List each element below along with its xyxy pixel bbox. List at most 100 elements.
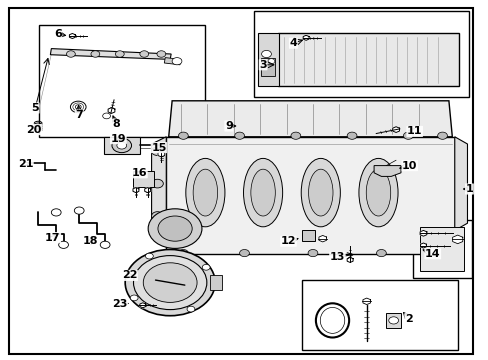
- Text: 2: 2: [404, 314, 412, 324]
- Circle shape: [239, 249, 249, 257]
- Circle shape: [115, 51, 124, 57]
- Polygon shape: [362, 298, 370, 305]
- Bar: [386, 313, 400, 328]
- Circle shape: [178, 132, 188, 139]
- Circle shape: [91, 51, 100, 57]
- Ellipse shape: [301, 158, 340, 227]
- Bar: [39, 25, 205, 137]
- Polygon shape: [69, 33, 75, 39]
- Circle shape: [157, 51, 165, 57]
- Bar: [261, 58, 274, 76]
- Text: 14: 14: [424, 249, 440, 259]
- Circle shape: [151, 179, 163, 188]
- Text: 4: 4: [289, 38, 297, 48]
- Circle shape: [148, 209, 202, 248]
- Text: 3: 3: [259, 60, 266, 70]
- Polygon shape: [420, 243, 426, 248]
- Ellipse shape: [243, 158, 282, 227]
- Circle shape: [151, 147, 163, 156]
- Circle shape: [59, 241, 68, 248]
- Text: 9: 9: [224, 121, 232, 131]
- Polygon shape: [452, 235, 462, 244]
- Text: 17: 17: [45, 233, 61, 243]
- Polygon shape: [168, 101, 451, 137]
- Bar: [133, 171, 153, 187]
- Polygon shape: [144, 188, 150, 193]
- Polygon shape: [158, 151, 164, 157]
- Text: 7: 7: [75, 110, 83, 120]
- Circle shape: [140, 51, 148, 57]
- Circle shape: [145, 253, 153, 259]
- Ellipse shape: [185, 158, 224, 227]
- Circle shape: [202, 264, 210, 270]
- Circle shape: [74, 207, 84, 214]
- Bar: [277, 33, 458, 86]
- Bar: [412, 220, 471, 278]
- Polygon shape: [166, 137, 454, 254]
- Text: 23: 23: [112, 299, 127, 309]
- Polygon shape: [346, 257, 352, 262]
- Circle shape: [437, 249, 447, 257]
- Ellipse shape: [308, 169, 332, 216]
- Text: 22: 22: [122, 270, 137, 280]
- Circle shape: [125, 249, 215, 316]
- Ellipse shape: [193, 169, 217, 216]
- Circle shape: [307, 249, 317, 257]
- Polygon shape: [50, 49, 171, 59]
- Circle shape: [143, 263, 197, 302]
- Polygon shape: [419, 230, 426, 236]
- Text: 8: 8: [112, 119, 120, 129]
- Ellipse shape: [366, 169, 390, 216]
- Polygon shape: [373, 166, 400, 176]
- Polygon shape: [392, 127, 399, 132]
- Circle shape: [130, 295, 138, 301]
- Polygon shape: [140, 303, 145, 308]
- Circle shape: [112, 138, 131, 153]
- Circle shape: [100, 241, 110, 248]
- Polygon shape: [419, 227, 463, 271]
- Bar: [254, 11, 468, 97]
- Text: 1: 1: [465, 184, 472, 194]
- Polygon shape: [133, 188, 139, 193]
- Circle shape: [437, 132, 447, 139]
- Circle shape: [290, 132, 300, 139]
- Text: 6: 6: [54, 29, 61, 39]
- Circle shape: [51, 209, 61, 216]
- Ellipse shape: [250, 169, 275, 216]
- Circle shape: [388, 317, 398, 324]
- Text: 20: 20: [26, 125, 42, 135]
- Text: 10: 10: [401, 161, 417, 171]
- Circle shape: [186, 306, 194, 312]
- Circle shape: [75, 105, 81, 109]
- Circle shape: [70, 101, 86, 113]
- Bar: [103, 137, 140, 154]
- Polygon shape: [454, 137, 467, 230]
- Circle shape: [178, 249, 188, 257]
- Polygon shape: [318, 235, 326, 242]
- Circle shape: [376, 249, 386, 257]
- Circle shape: [158, 216, 192, 241]
- Text: 12: 12: [280, 236, 296, 246]
- Bar: [302, 280, 457, 350]
- Text: 13: 13: [329, 252, 345, 262]
- Ellipse shape: [358, 158, 397, 227]
- Circle shape: [234, 132, 244, 139]
- Circle shape: [102, 113, 110, 119]
- Circle shape: [172, 58, 182, 65]
- Polygon shape: [303, 35, 308, 40]
- Circle shape: [267, 59, 274, 64]
- Bar: [210, 275, 222, 290]
- Circle shape: [133, 256, 206, 310]
- Circle shape: [403, 132, 412, 139]
- Circle shape: [151, 212, 163, 220]
- Text: 11: 11: [406, 126, 422, 136]
- Bar: [301, 230, 315, 241]
- Text: 19: 19: [110, 134, 126, 144]
- Text: 21: 21: [18, 159, 33, 169]
- Circle shape: [117, 142, 126, 149]
- Text: 15: 15: [151, 143, 166, 153]
- Text: 18: 18: [82, 236, 98, 246]
- Polygon shape: [151, 137, 166, 230]
- Text: 16: 16: [131, 168, 147, 178]
- Polygon shape: [108, 108, 115, 113]
